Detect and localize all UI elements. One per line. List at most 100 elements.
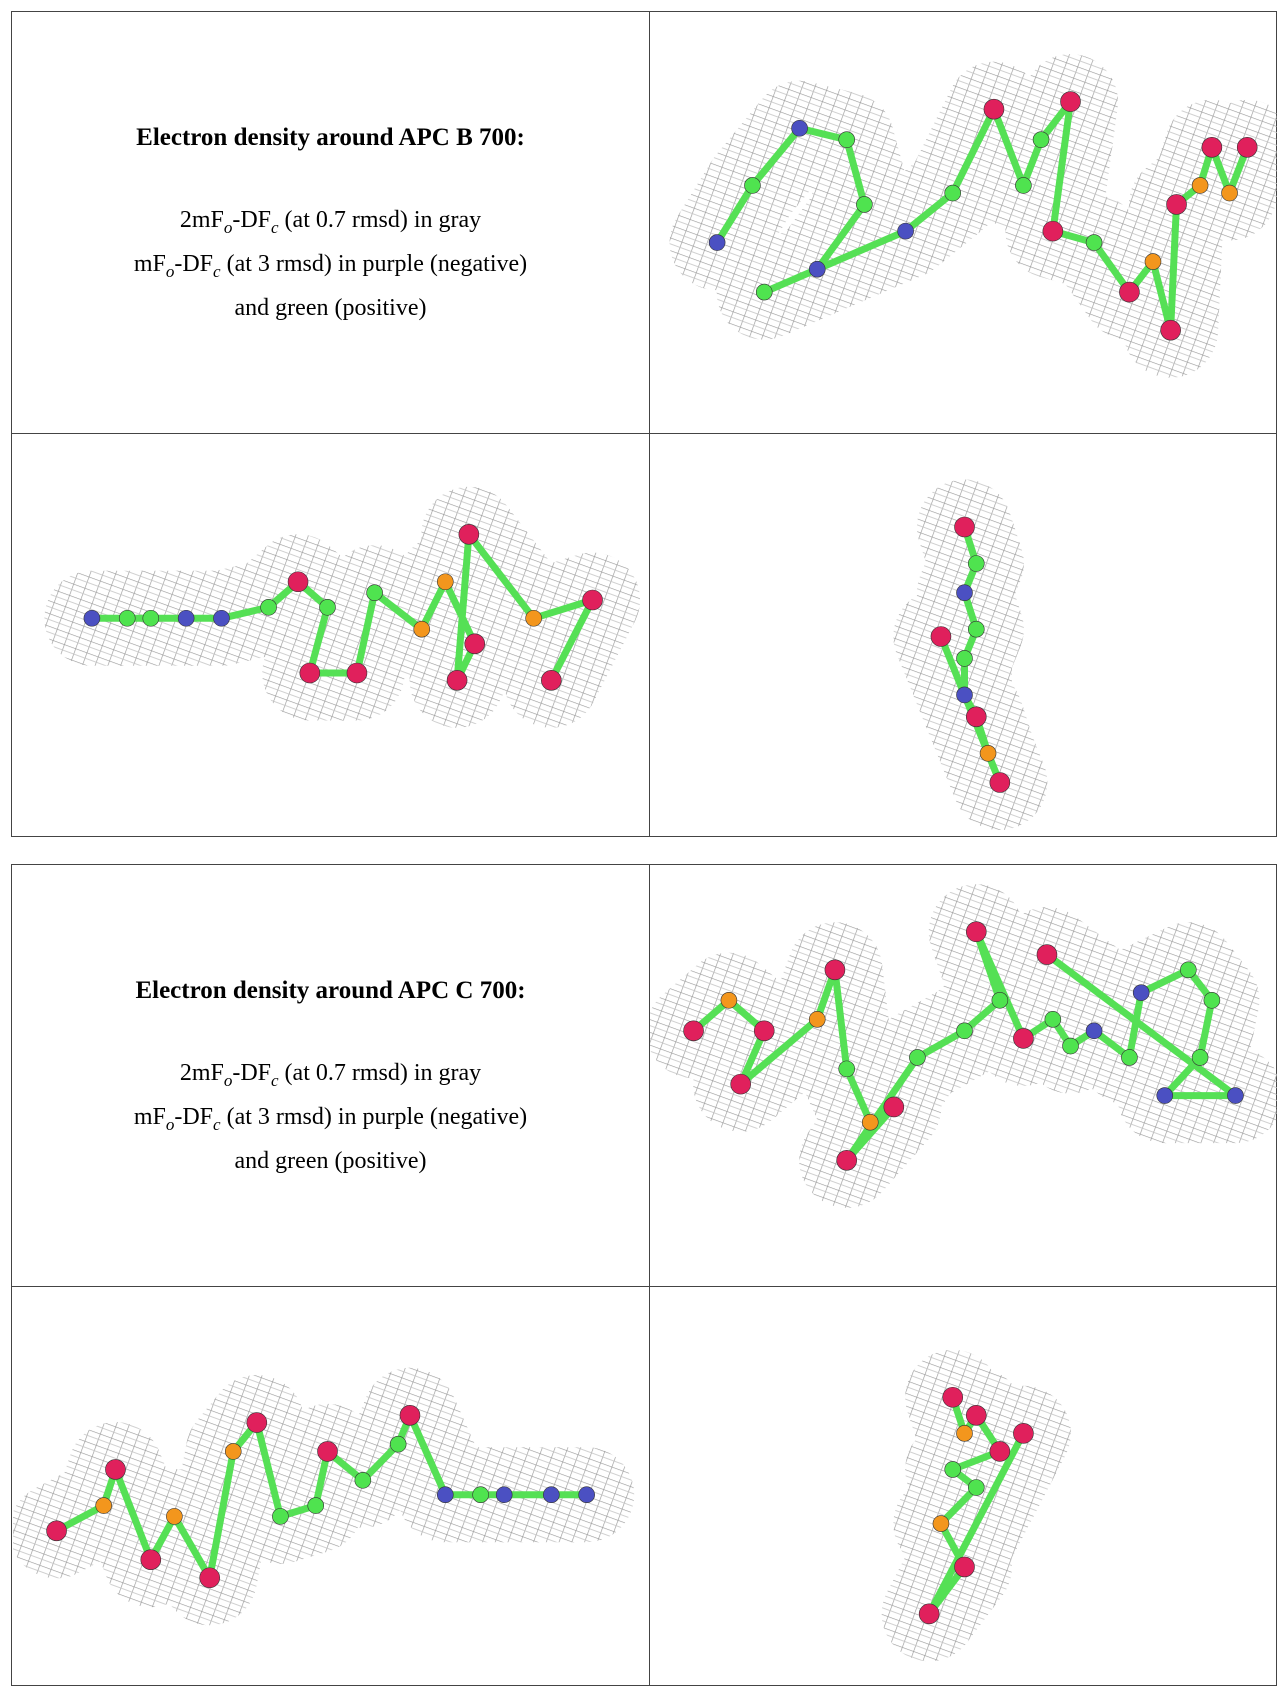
caption-text: -DF	[174, 250, 214, 277]
atom	[464, 633, 486, 655]
caption-text: -DF	[174, 1103, 214, 1130]
atom	[965, 706, 987, 728]
atom	[730, 1073, 751, 1095]
atom	[307, 1497, 325, 1514]
atom	[1121, 1049, 1138, 1066]
subscript: c	[271, 1070, 279, 1090]
atom	[1013, 1423, 1034, 1444]
caption-text: (at 3 rmsd) in purple (negative)	[220, 1103, 528, 1130]
atom	[967, 555, 985, 572]
atom	[1085, 1022, 1103, 1040]
atom	[808, 1011, 826, 1028]
subscript: o	[223, 217, 233, 237]
panel-title: Electron density around APC B 700:	[136, 124, 525, 151]
caption-text: (at 0.7 rmsd) in gray	[278, 1060, 482, 1086]
atom	[944, 1461, 962, 1478]
atom	[753, 1020, 775, 1042]
density-image	[881, 1349, 1071, 1662]
atom	[525, 609, 542, 627]
atom	[142, 609, 160, 627]
atom	[83, 609, 101, 627]
atom	[1062, 1037, 1079, 1055]
atom	[1236, 137, 1258, 158]
atom	[883, 1096, 905, 1118]
atom	[1085, 234, 1103, 251]
column-divider	[649, 12, 650, 836]
atom	[399, 1405, 421, 1426]
atom	[1013, 1028, 1034, 1049]
atom	[991, 992, 1009, 1009]
panel: Electron density around APC B 700: 2mFo-D…	[11, 11, 1277, 837]
atom	[861, 1113, 879, 1131]
atom	[1201, 137, 1223, 158]
caption-line: 2mFo-DFc (at 0.7 rmsd) in gray	[12, 1055, 649, 1099]
atom	[1191, 1049, 1209, 1066]
atom	[389, 1435, 407, 1453]
atom	[472, 1486, 489, 1504]
subscript: o	[223, 1070, 233, 1090]
caption-text: -DF	[232, 207, 271, 233]
atom	[720, 992, 738, 1009]
atom	[808, 260, 826, 278]
bonds	[937, 525, 1004, 786]
atom	[1044, 1011, 1062, 1028]
atom	[199, 1567, 220, 1589]
caption-text: (at 3 rmsd) in purple (negative)	[220, 250, 528, 277]
caption-text: mF	[133, 1103, 166, 1130]
atom	[446, 670, 468, 691]
atom	[1227, 1087, 1244, 1104]
atom	[983, 98, 1005, 120]
atom	[989, 772, 1011, 793]
atom	[791, 119, 808, 137]
atom	[1032, 131, 1050, 148]
atom	[965, 921, 987, 943]
atom	[838, 1060, 855, 1078]
atom	[1060, 91, 1081, 112]
caption-text: -DF	[232, 1060, 271, 1086]
caption-text: mF	[133, 250, 166, 277]
atom	[118, 609, 136, 627]
caption-text: 2mF	[179, 1060, 224, 1086]
atom	[1180, 961, 1197, 979]
atom	[967, 620, 985, 638]
density-image	[13, 1367, 635, 1626]
atom	[944, 184, 962, 202]
atom	[543, 1486, 560, 1504]
atom	[1119, 281, 1140, 303]
atom	[930, 626, 952, 647]
atom	[458, 524, 480, 545]
caption: 2mFo-DFc (at 0.7 rmsd) in gray mFo-DFc (a…	[12, 1055, 649, 1180]
atom	[177, 609, 195, 627]
atom	[956, 650, 973, 667]
density-image	[650, 884, 1277, 1208]
atom	[346, 662, 368, 684]
atom	[954, 516, 975, 538]
atom	[956, 1425, 973, 1442]
bonds	[925, 1396, 1027, 1618]
atom	[1156, 1087, 1174, 1104]
atom	[932, 1515, 950, 1532]
mesh	[650, 884, 1277, 1208]
mesh	[44, 486, 640, 728]
atom	[1015, 177, 1032, 194]
atom	[1203, 992, 1221, 1009]
atom	[956, 686, 973, 704]
atom	[413, 620, 431, 638]
atom	[436, 1486, 454, 1504]
atom	[317, 1441, 338, 1462]
atom	[954, 1556, 975, 1578]
atom	[95, 1497, 112, 1514]
atom	[272, 1508, 289, 1525]
atom	[1160, 319, 1181, 341]
caption-line: mFo-DFc (at 3 rmsd) in purple (negative)	[12, 246, 649, 290]
atom	[942, 1386, 964, 1408]
caption-text: 2mF	[179, 207, 224, 233]
atom	[708, 234, 726, 251]
atom	[1221, 184, 1238, 202]
atom	[436, 573, 454, 591]
caption: 2mFo-DFc (at 0.7 rmsd) in gray mFo-DFc (a…	[12, 202, 649, 327]
atom	[1144, 253, 1162, 270]
atom	[260, 599, 277, 616]
caption-text: and green (positive)	[234, 1147, 427, 1174]
